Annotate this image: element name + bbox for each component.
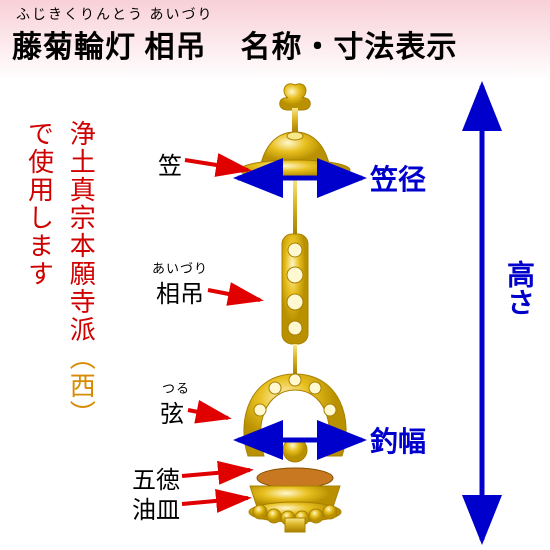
dim-kasakei: 笠径: [370, 158, 426, 198]
title: 藤菊輪灯 相吊 名称・寸法表示: [12, 22, 458, 66]
sect-line2: で使用します: [25, 120, 54, 288]
dim-takasa: 高さ: [498, 260, 538, 316]
title-left: 藤菊輪灯 相吊: [12, 31, 207, 64]
label-aizuri: 相吊: [156, 274, 204, 309]
title-ruby: ふじきくりんとう あいづり: [16, 4, 214, 24]
dim-tsurihaba: 釣幅: [370, 420, 426, 460]
sect-line1: 浄土真宗本願寺派: [66, 120, 95, 344]
lantern-illustration: [230, 80, 360, 540]
title-right: 名称・寸法表示: [241, 31, 458, 64]
sect-note: 浄土真宗本願寺派（西） で使用します: [18, 120, 101, 428]
label-abura: 油皿: [132, 490, 180, 525]
label-kasa: 笠: [158, 146, 182, 181]
sect-west: （西）: [66, 344, 95, 428]
label-tsuru: 弦: [160, 394, 184, 429]
